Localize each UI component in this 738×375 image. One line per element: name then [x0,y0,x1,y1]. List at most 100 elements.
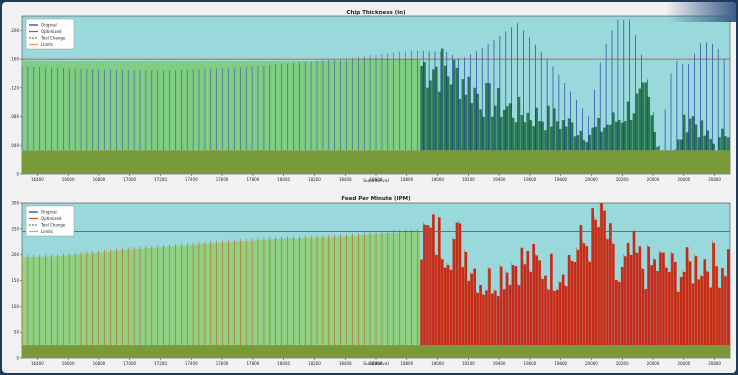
panel2-optimized-bar [535,255,538,346]
panel2-xtick-label: 19000 [431,361,444,366]
panel1-optimized-bar [573,136,577,151]
panel1-optimized-bar [576,135,580,151]
panel1-ytick-label: .200 [10,28,19,33]
panel1-optimized-bar [24,60,28,151]
panel1-optimized-bar [78,61,81,151]
panel1-optimized-bar [482,116,485,151]
panel1-optimized-bar [30,60,34,151]
panel2-optimized-bar [653,259,656,346]
panel2-optimized-bar [131,249,134,346]
panel1-optimized-bar [435,66,438,151]
panel1-optimized-bar [724,136,727,151]
panel2-optimized-bar [491,293,494,346]
panel2-optimized-bar [523,264,527,346]
panel2-optimized-bar [673,261,677,346]
panel2-optimized-bar [39,256,43,346]
panel2-optimized-bar [632,230,636,346]
panel1-optimized-bar [553,108,556,151]
panel2-optimized-bar [116,250,120,346]
panel1-optimized-bar [555,121,559,151]
panel1-optimized-bar [561,120,565,151]
panel1-optimized-bar [452,59,456,151]
panel1-optimized-bar [411,59,415,151]
panel1-optimized-bar [570,122,574,151]
panel1-optimized-bar [603,127,606,151]
panel1-optimized-bar [376,59,379,151]
panel2-optimized-bar [92,253,96,346]
panel2-optimized-bar [78,254,81,346]
panel1-xtick-label: 16400 [31,177,44,182]
panel1-optimized-bar [137,61,140,151]
panel2-optimized-bar [293,238,297,346]
panel1-optimized-bar [237,61,241,151]
panel2-optimized-bar [585,246,589,346]
panel1-optimized-bar [325,60,329,151]
panel1-optimized-bar [210,61,214,151]
panel1-optimized-bar [258,61,261,151]
panel2-xtick-label: 18000 [277,361,290,366]
panel1-optimized-bar [446,76,450,151]
panel1-optimized-bar [591,127,595,151]
panel2-optimized-bar [255,240,258,346]
panel2-optimized-bar [319,237,323,346]
panel1-ytick-label: .040 [10,143,19,148]
panel2-optimized-bar [27,257,31,346]
panel1-optimized-bar [367,59,370,151]
panel2-optimized-bar [237,241,241,346]
panel1-optimized-bar [700,120,704,151]
panel1-optimized-bar [113,61,117,151]
panel1-optimized-bar [479,109,482,151]
panel2-optimized-bar [423,224,426,346]
panel2-xtick-label: 20400 [647,361,660,366]
panel1-optimized-bar [635,93,639,151]
panel1-optimized-bar [529,120,533,151]
panel1-optimized-bar [676,139,680,151]
panel2-optimized-bar [411,231,415,346]
panel1-legend-entry-3: Limits [41,42,53,47]
panel2-optimized-bar [54,256,58,346]
panel1-optimized-bar [396,59,400,151]
panel1-optimized-bar [558,128,562,151]
panel1-xtick-label: 16800 [93,177,106,182]
panel1-xtick-label: 16600 [62,177,75,182]
panel1-xtick-label: 19000 [431,177,444,182]
panel1-optimized-bar [260,61,264,151]
panel2-optimized-bar [140,248,143,346]
panel1-optimized-bar [36,60,40,151]
panel2-optimized-bar [685,247,689,346]
panel2-optimized-bar [331,236,335,346]
panel2-optimized-bar [582,243,586,346]
panel1-optimized-bar [682,114,686,151]
panel1-optimized-bar [387,59,391,151]
panel2-ytick-label: 0 [16,356,19,361]
panel1-optimized-bar [432,69,435,151]
panel2-optimized-bar [396,232,400,346]
panel1-optimized-bar [517,96,521,151]
panel2-optimized-bar [260,239,264,346]
panel2-optimized-bar [72,254,75,346]
panel2-optimized-bar [181,245,184,346]
panel2-optimized-bar [544,275,547,346]
panel2-optimized-bar [252,240,255,346]
panel1-optimized-bar [145,61,149,151]
panel2-optimized-bar [467,280,471,346]
panel2-optimized-bar [275,238,279,346]
panel1-optimized-bar [455,67,459,151]
panel1-optimized-bar [697,137,701,151]
panel1-optimized-bar [119,61,123,151]
panel1-optimized-bar [181,61,184,151]
panel2-optimized-bar [187,245,190,346]
panel1-optimized-bar [142,61,146,151]
panel1-optimized-bar [219,61,223,151]
panel2-optimized-bar [443,267,447,346]
panel2-optimized-bar [373,234,376,346]
panel1-optimized-bar [358,59,361,151]
panel1-optimized-bar [597,117,600,151]
panel2-optimized-bar [635,252,639,346]
panel1-optimized-bar [656,146,659,151]
panel1-optimized-bar [33,60,37,151]
panel1-optimized-bar [488,83,491,151]
panel1-optimized-bar [281,61,285,151]
panel2-optimized-bar [706,271,710,346]
panel1-optimized-bar [691,116,695,151]
